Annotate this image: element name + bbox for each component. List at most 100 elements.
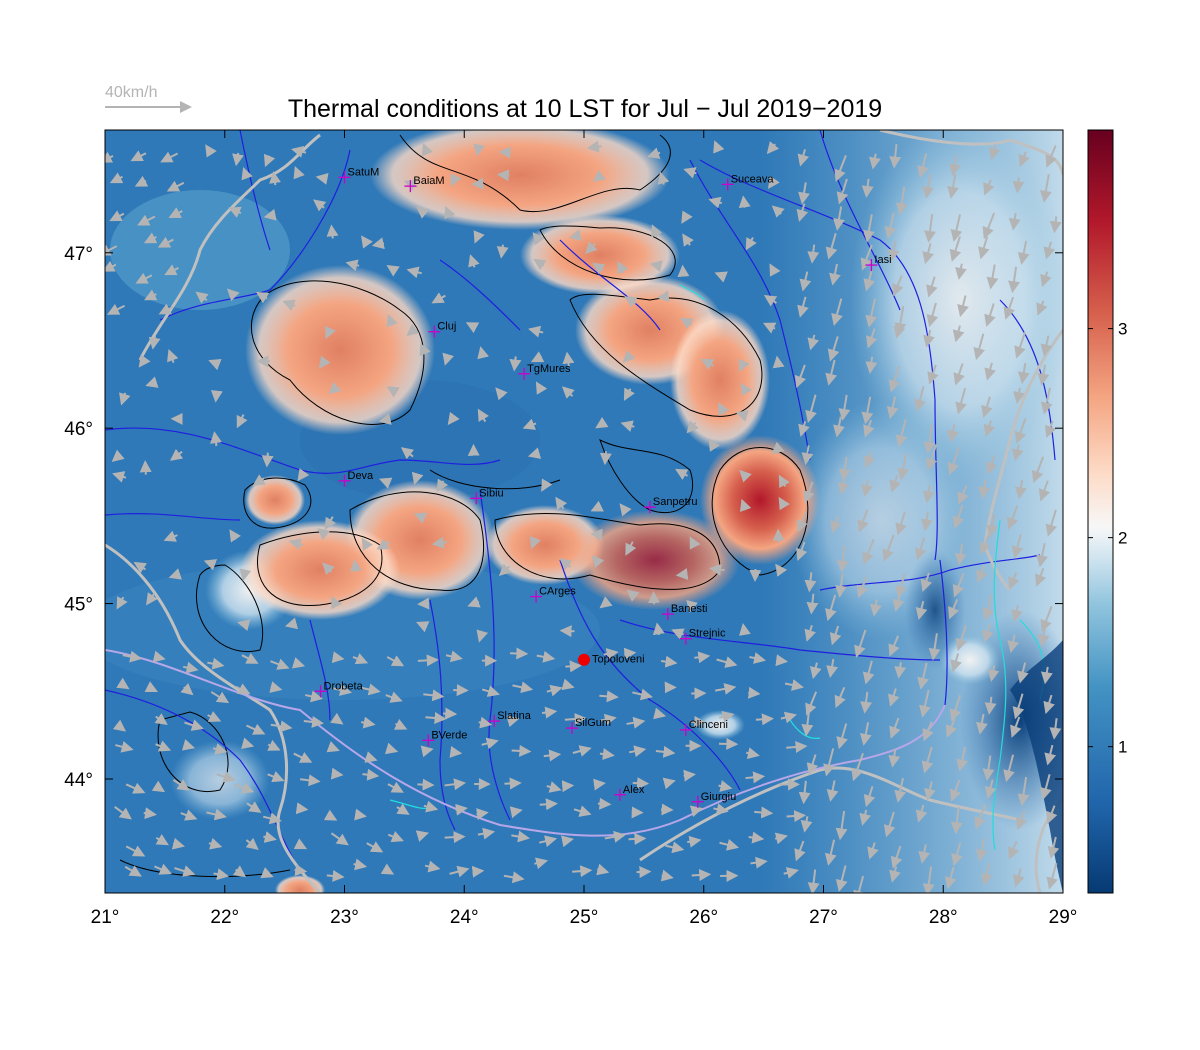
wind-vector xyxy=(586,140,602,153)
wind-vector xyxy=(923,424,936,455)
wind-vector xyxy=(895,573,907,599)
wind-vector xyxy=(184,719,204,731)
city-label: Sibiu xyxy=(479,487,503,499)
wind-vector xyxy=(252,474,266,486)
wind-vector xyxy=(169,448,184,461)
wind-vector xyxy=(838,394,851,421)
wind-vector xyxy=(982,755,995,782)
wind-vector xyxy=(975,838,988,862)
wind-vector xyxy=(804,624,816,642)
wind-vector xyxy=(719,838,740,851)
wind-vector xyxy=(778,474,790,489)
wind-vector xyxy=(267,739,281,751)
wind-vector xyxy=(1003,296,1015,320)
wind-vector xyxy=(419,342,431,357)
wind-vector xyxy=(541,706,558,719)
wind-vector xyxy=(455,803,468,816)
wind-vector xyxy=(1040,387,1053,415)
wind-vector xyxy=(1034,567,1047,587)
wind-vector xyxy=(860,691,873,714)
wind-vector xyxy=(592,169,606,182)
wind-vector xyxy=(345,259,360,272)
wind-vector xyxy=(1012,177,1025,194)
wind-vector xyxy=(771,441,785,455)
wind-vector xyxy=(749,652,767,664)
wind-vector xyxy=(498,563,512,576)
wind-vector xyxy=(708,438,721,452)
wind-vector xyxy=(207,710,222,722)
city-label: Clinceni xyxy=(689,719,728,731)
wind-vector xyxy=(503,871,525,884)
wind-vector xyxy=(763,295,778,307)
wind-vector xyxy=(865,298,878,328)
wind-vector xyxy=(682,233,694,247)
wind-vector xyxy=(384,742,399,755)
wind-vector xyxy=(431,536,448,549)
wind-vector xyxy=(675,468,689,480)
wind-vector xyxy=(983,179,995,196)
wind-vector xyxy=(950,806,963,835)
wind-vector xyxy=(166,180,185,192)
wind-vector xyxy=(232,152,244,167)
wind-vector xyxy=(481,737,499,750)
wind-vector xyxy=(125,845,146,857)
wind-vector xyxy=(539,798,558,811)
wind-vector xyxy=(714,271,728,283)
wind-vector xyxy=(984,303,996,327)
x-axis: 21° 22° 23° 24° 25° 26° 27° 28° 29° xyxy=(91,130,1077,928)
wind-vector xyxy=(836,178,849,205)
city-label: BaiaM xyxy=(413,175,444,187)
wind-vector xyxy=(1008,266,1020,294)
wind-vector xyxy=(295,802,309,815)
wind-vector xyxy=(260,867,274,879)
city-clinceni: Clinceni xyxy=(679,719,728,736)
wind-vector xyxy=(154,713,168,725)
wind-vector xyxy=(917,662,929,690)
wind-vector xyxy=(920,572,933,592)
wind-vector xyxy=(893,322,906,339)
x-tick-label: 22° xyxy=(210,907,239,928)
wind-vector xyxy=(362,768,380,781)
wind-vector xyxy=(603,648,619,660)
wind-vector xyxy=(208,837,223,850)
wind-vector xyxy=(836,545,849,573)
wind-vector xyxy=(957,485,969,505)
wind-vector xyxy=(506,715,520,728)
wind-vector xyxy=(572,745,592,757)
wind-vector xyxy=(420,745,434,758)
wind-vector xyxy=(829,263,841,286)
wind-vector xyxy=(125,782,146,794)
wind-vector xyxy=(1040,666,1053,685)
wind-vector xyxy=(755,713,774,726)
wind-vector xyxy=(897,453,910,481)
wind-vector xyxy=(922,866,935,893)
wind-vector xyxy=(656,290,670,303)
wind-vector xyxy=(949,694,962,722)
wind-vector xyxy=(270,658,290,670)
wind-vector xyxy=(978,479,991,500)
wind-vector xyxy=(866,328,878,349)
wind-vector xyxy=(305,690,324,703)
wind-vector xyxy=(862,660,875,685)
wind-vector xyxy=(975,713,988,735)
x-tick-label: 26° xyxy=(689,907,718,928)
wind-vector xyxy=(889,866,901,883)
wind-vector xyxy=(599,451,612,466)
wind-vector xyxy=(560,835,574,848)
wind-vector xyxy=(984,696,997,715)
city-slatina: Slatina xyxy=(488,710,532,728)
wind-vector xyxy=(467,596,481,608)
wind-vector xyxy=(786,810,807,823)
wind-vector xyxy=(863,214,875,243)
wind-vector xyxy=(945,718,957,738)
wind-vector xyxy=(888,365,901,393)
wind-vector xyxy=(984,779,997,799)
wind-vector xyxy=(326,741,340,753)
wind-vector xyxy=(246,801,262,813)
wind-vector xyxy=(216,771,236,783)
wind-vector xyxy=(983,420,996,438)
wind-vector xyxy=(892,593,905,612)
wind-vector xyxy=(591,555,605,569)
city-deva: Deva xyxy=(338,470,374,487)
wind-vector xyxy=(330,832,349,846)
